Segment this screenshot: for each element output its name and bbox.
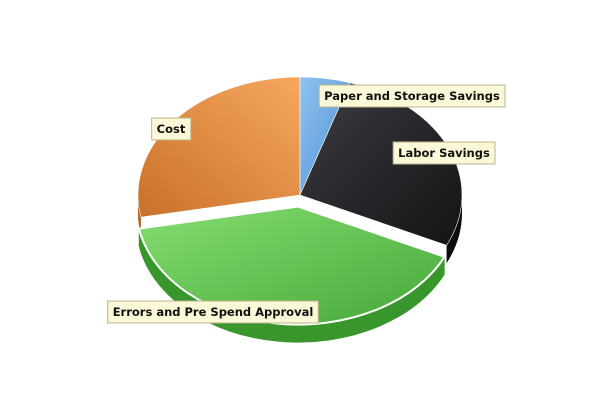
pie-label-text: Cost bbox=[157, 122, 186, 136]
pie-labels: Paper and Storage Savings Labor Savings Er… bbox=[107, 84, 506, 324]
pie-label-text: Paper and Storage Savings bbox=[324, 89, 500, 103]
pie-label-box bbox=[107, 300, 319, 324]
pie-slices bbox=[137, 76, 463, 326]
pie-label-4: Cost bbox=[151, 117, 192, 141]
pie-label-1: Paper and Storage Savings bbox=[318, 84, 506, 108]
pie-side-4 bbox=[138, 195, 141, 236]
pie-label-2: Labor Savings bbox=[392, 141, 496, 165]
pie-label-3: Errors and Pre Spend Approval bbox=[107, 300, 319, 324]
pie-side-2 bbox=[446, 195, 462, 264]
pie-label-box bbox=[151, 117, 192, 141]
pie-label-box bbox=[318, 84, 506, 108]
pie-label-box bbox=[392, 141, 496, 165]
pie-slice-4 bbox=[137, 76, 301, 218]
pie-label-text: Errors and Pre Spend Approval bbox=[113, 305, 314, 319]
pie-label-text: Labor Savings bbox=[398, 146, 490, 160]
pie-slice-3 bbox=[137, 205, 447, 326]
